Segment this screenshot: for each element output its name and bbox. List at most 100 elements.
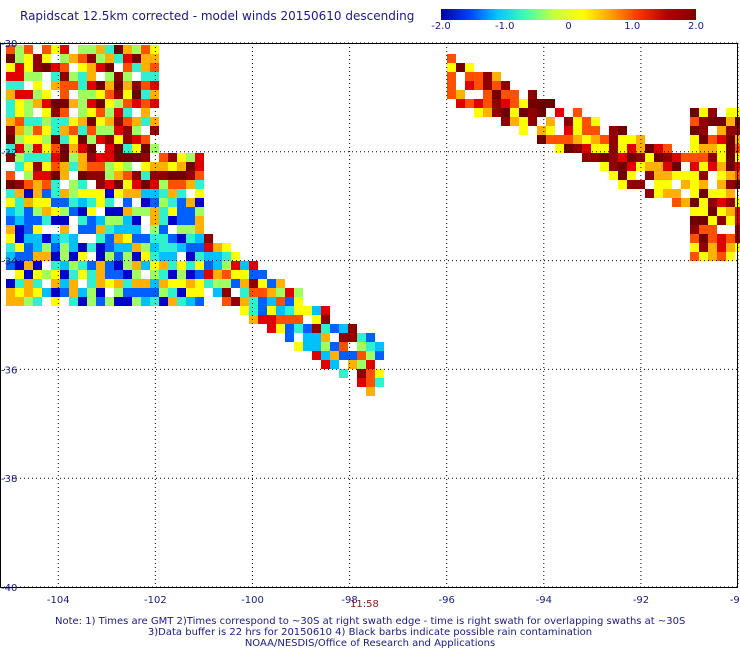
- swath-pixel: [357, 360, 366, 369]
- swath-pixel: [69, 162, 78, 171]
- swath-pixel: [510, 108, 519, 117]
- swath-pixel: [366, 378, 375, 387]
- swath-pixel: [33, 72, 42, 81]
- swath-pixel: [15, 189, 24, 198]
- swath-pixel: [177, 207, 186, 216]
- swath-pixel: [726, 234, 735, 243]
- swath-pixel: [42, 270, 51, 279]
- swath-pixel: [258, 306, 267, 315]
- swath-pixel: [645, 153, 654, 162]
- swath-pixel: [204, 243, 213, 252]
- swath-pixel: [78, 297, 87, 306]
- swath-pixel: [303, 342, 312, 351]
- swath-pixel: [456, 63, 465, 72]
- swath-pixel: [186, 252, 195, 261]
- swath-pixel: [132, 153, 141, 162]
- swath-pixel: [285, 297, 294, 306]
- swath-pixel: [78, 216, 87, 225]
- swath-pixel: [249, 261, 258, 270]
- swath-pixel: [132, 90, 141, 99]
- swath-pixel: [15, 225, 24, 234]
- swath-pixel: [33, 297, 42, 306]
- swath-pixel: [564, 126, 573, 135]
- swath-pixel: [87, 72, 96, 81]
- swath-pixel: [627, 153, 636, 162]
- swath-pixel: [105, 135, 114, 144]
- swath-pixel: [42, 90, 51, 99]
- swath-pixel: [330, 360, 339, 369]
- swath-pixel: [708, 252, 717, 261]
- swath-pixel: [114, 279, 123, 288]
- swath-pixel: [78, 45, 87, 54]
- swath-pixel: [33, 162, 42, 171]
- swath-pixel: [78, 117, 87, 126]
- swath-pixel: [276, 297, 285, 306]
- swath-pixel: [627, 144, 636, 153]
- swath-pixel: [141, 45, 150, 54]
- swath-pixel: [105, 234, 114, 243]
- swath-pixel: [564, 144, 573, 153]
- latitude-tick-label: -34: [1, 257, 17, 268]
- swath-pixel: [105, 99, 114, 108]
- swath-pixel: [51, 45, 60, 54]
- swath-pixel: [132, 144, 141, 153]
- swath-pixel: [114, 72, 123, 81]
- swath-pixel: [33, 288, 42, 297]
- swath-pixel: [24, 288, 33, 297]
- swath-pixel: [150, 63, 159, 72]
- swath-pixel: [114, 297, 123, 306]
- swath-pixel: [654, 153, 663, 162]
- swath-pixel: [168, 207, 177, 216]
- swath-pixel: [708, 117, 717, 126]
- swath-pixel: [123, 180, 132, 189]
- swath-pixel: [105, 108, 114, 117]
- swath-pixel: [42, 54, 51, 63]
- swath-pixel: [177, 153, 186, 162]
- swath-pixel: [60, 153, 69, 162]
- swath-pixel: [717, 162, 726, 171]
- swath-pixel: [303, 324, 312, 333]
- swath-pixel: [42, 234, 51, 243]
- swath-pixel: [51, 171, 60, 180]
- swath-pixel: [123, 270, 132, 279]
- swath-pixel: [150, 234, 159, 243]
- colorbar-tick-label: 2.0: [688, 21, 704, 32]
- swath-pixel: [690, 144, 699, 153]
- swath-pixel: [6, 252, 15, 261]
- swath-pixel: [168, 162, 177, 171]
- swath-pixel: [132, 234, 141, 243]
- swath-pixel: [114, 99, 123, 108]
- swath-pixel: [105, 216, 114, 225]
- swath-pixel: [42, 198, 51, 207]
- swath-pixel: [708, 162, 717, 171]
- swath-pixel: [717, 198, 726, 207]
- swath-pixel: [582, 144, 591, 153]
- swath-pixel: [69, 117, 78, 126]
- swath-pixel: [276, 315, 285, 324]
- swath-pixel: [6, 189, 15, 198]
- swath-pixel: [726, 126, 735, 135]
- swath-pixel: [96, 180, 105, 189]
- colorbar-ticks: -2.0 -1.0 0 1.0 2.0: [431, 21, 704, 35]
- swath-pixel: [699, 207, 708, 216]
- swath-pixel: [105, 81, 114, 90]
- swath-pixel: [195, 171, 204, 180]
- swath-pixel: [6, 153, 15, 162]
- swath-pixel: [366, 387, 375, 396]
- swath-pixel: [510, 90, 519, 99]
- swath-pixel: [123, 207, 132, 216]
- swath-pixel: [105, 90, 114, 99]
- swath-pixel: [141, 144, 150, 153]
- swath-pixel: [195, 225, 204, 234]
- swath-pixel: [186, 225, 195, 234]
- swath-pixel: [159, 279, 168, 288]
- swath-pixel: [60, 225, 69, 234]
- swath-pixel: [123, 252, 132, 261]
- swath-pixel: [204, 279, 213, 288]
- swath-pixel: [87, 216, 96, 225]
- swath-pixel: [33, 180, 42, 189]
- swath-pixel: [105, 162, 114, 171]
- swath-pixel: [132, 297, 141, 306]
- longitude-tick-label: -96: [439, 595, 455, 606]
- swath-pixel: [258, 270, 267, 279]
